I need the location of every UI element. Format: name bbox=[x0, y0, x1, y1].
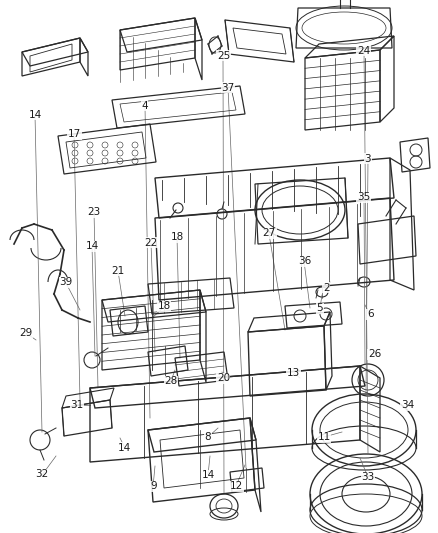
Text: 17: 17 bbox=[68, 130, 81, 139]
Text: 8: 8 bbox=[205, 432, 212, 442]
Text: 33: 33 bbox=[361, 472, 374, 482]
Text: 32: 32 bbox=[35, 470, 48, 479]
Text: 39: 39 bbox=[59, 278, 72, 287]
Text: 18: 18 bbox=[158, 302, 171, 311]
Text: 13: 13 bbox=[287, 368, 300, 378]
Text: 14: 14 bbox=[118, 443, 131, 453]
Text: 28: 28 bbox=[164, 376, 177, 386]
Text: 37: 37 bbox=[221, 83, 234, 93]
Text: 2: 2 bbox=[323, 283, 330, 293]
Text: 6: 6 bbox=[367, 310, 374, 319]
Text: 23: 23 bbox=[88, 207, 101, 217]
Text: 25: 25 bbox=[217, 51, 230, 61]
Text: 21: 21 bbox=[112, 266, 125, 276]
Text: 29: 29 bbox=[20, 328, 33, 338]
Text: 14: 14 bbox=[201, 471, 215, 480]
Text: 22: 22 bbox=[145, 238, 158, 247]
Text: 35: 35 bbox=[357, 192, 370, 202]
Text: 11: 11 bbox=[318, 432, 331, 442]
Text: 26: 26 bbox=[368, 350, 381, 359]
Text: 14: 14 bbox=[85, 241, 99, 251]
Text: 4: 4 bbox=[141, 101, 148, 110]
Text: 3: 3 bbox=[364, 154, 371, 164]
Text: 31: 31 bbox=[70, 400, 83, 410]
Text: 20: 20 bbox=[217, 374, 230, 383]
Text: 24: 24 bbox=[357, 46, 370, 55]
Text: 5: 5 bbox=[316, 303, 323, 313]
Text: 12: 12 bbox=[230, 481, 243, 491]
Text: 36: 36 bbox=[298, 256, 311, 266]
Text: 18: 18 bbox=[171, 232, 184, 242]
Text: 27: 27 bbox=[263, 229, 276, 238]
Text: 9: 9 bbox=[150, 481, 157, 491]
Text: 14: 14 bbox=[28, 110, 42, 119]
Text: 34: 34 bbox=[401, 400, 414, 410]
